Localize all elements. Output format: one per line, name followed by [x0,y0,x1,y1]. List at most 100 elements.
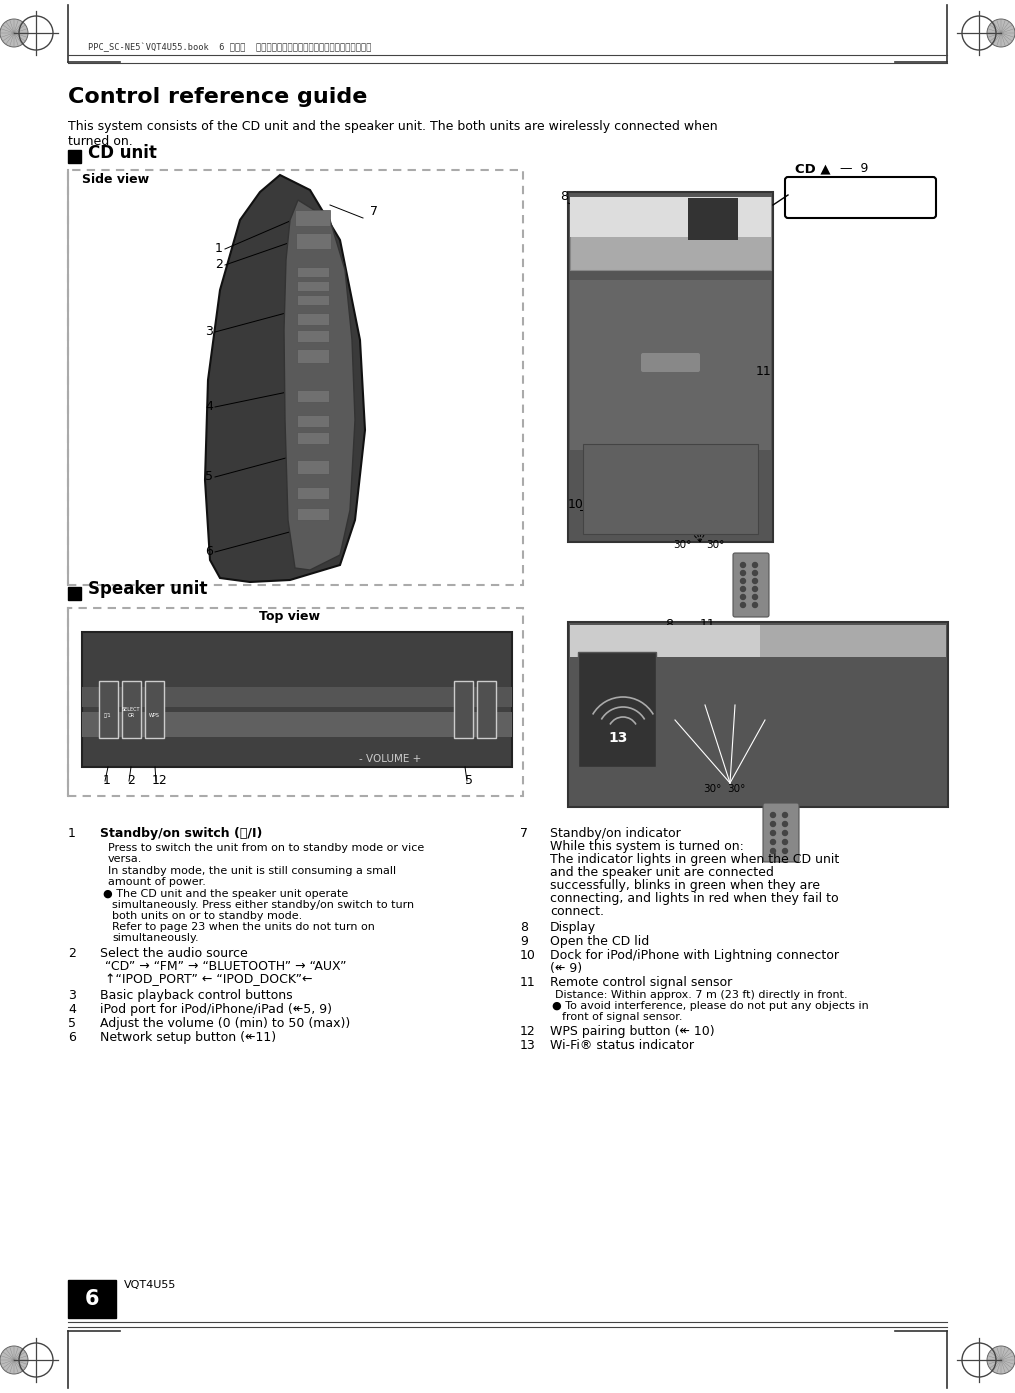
Text: Basic playback control buttons: Basic playback control buttons [100,989,292,1002]
Circle shape [770,812,775,818]
Text: connecting, and lights in red when they fail to: connecting, and lights in red when they … [550,892,838,905]
Polygon shape [205,176,365,582]
Text: 12: 12 [520,1025,536,1038]
Text: Control reference guide: Control reference guide [68,86,367,107]
Circle shape [741,563,745,567]
Text: Standby/on indicator: Standby/on indicator [550,827,681,840]
Text: 6: 6 [205,545,213,559]
Text: 11: 11 [756,365,771,378]
Circle shape [752,595,757,599]
FancyBboxPatch shape [578,652,656,768]
Text: Refer to page 23 when the units do not turn on: Refer to page 23 when the units do not t… [112,922,375,932]
Text: While this system is turned on:: While this system is turned on: [550,840,744,853]
Text: 13: 13 [608,731,627,745]
Bar [297,350,329,364]
Text: Distance: Within approx. 7 m (23 ft) directly in front.: Distance: Within approx. 7 m (23 ft) dir… [555,990,848,1000]
Text: and the speaker unit are connected: and the speaker unit are connected [550,866,773,879]
Text: 7: 7 [520,827,528,840]
Bar [297,390,329,403]
Text: amount of power.: amount of power. [108,878,206,887]
Circle shape [783,830,788,836]
FancyBboxPatch shape [570,625,760,657]
Text: 1: 1 [215,242,223,255]
Text: 8: 8 [560,189,568,203]
Text: 3: 3 [205,325,213,338]
FancyBboxPatch shape [570,196,771,270]
Text: Wi-Fi® status indicator: Wi-Fi® status indicator [550,1039,694,1052]
Text: 30°: 30° [706,540,725,550]
Text: 11: 11 [520,976,536,989]
Text: 5: 5 [205,469,213,483]
Circle shape [783,812,788,818]
Text: 5: 5 [68,1017,76,1029]
Text: PPC_SC-NE5`VQT4U55.book  6 ページ  ２０１３年１月１７日　木曜日　午前１１時７分: PPC_SC-NE5`VQT4U55.book 6 ページ ２０１３年１月１７日… [88,43,371,52]
Bar [297,432,329,444]
Text: 6: 6 [84,1289,99,1309]
Text: Top view: Top view [260,610,321,623]
FancyBboxPatch shape [99,681,118,738]
Text: 2: 2 [127,775,135,787]
Circle shape [752,603,757,607]
Text: Dock for iPod/iPhone with Lightning connector: Dock for iPod/iPhone with Lightning conn… [550,949,839,963]
Text: - VOLUME +: - VOLUME + [359,754,421,763]
FancyBboxPatch shape [785,177,936,217]
Text: 2: 2 [68,947,76,960]
Text: VQT4U55: VQT4U55 [124,1280,177,1290]
Text: Speaker unit: Speaker unit [88,579,207,598]
Text: 11: 11 [700,618,716,631]
Text: Select the audio source: Select the audio source [100,947,248,960]
Circle shape [783,822,788,826]
Text: —  9: — 9 [840,162,869,176]
Bar [297,508,329,520]
Text: This system consists of the CD unit and the speaker unit. The both units are wir: This system consists of the CD unit and … [68,120,718,132]
Text: Side view: Side view [82,173,149,187]
Text: connect.: connect. [550,905,604,918]
Text: ● The CD unit and the speaker unit operate: ● The CD unit and the speaker unit opera… [103,889,348,898]
Text: 30°: 30° [673,540,691,550]
FancyBboxPatch shape [763,802,799,862]
FancyBboxPatch shape [641,352,700,372]
Text: 3: 3 [68,989,76,1002]
Text: SELECT
OR: SELECT OR [122,708,140,717]
Text: 6: 6 [68,1031,76,1043]
FancyBboxPatch shape [570,196,771,237]
FancyBboxPatch shape [688,198,738,240]
Text: Open the CD lid: Open the CD lid [550,935,650,949]
Circle shape [987,20,1015,47]
Circle shape [752,586,757,592]
Text: 8: 8 [665,618,673,631]
Circle shape [741,595,745,599]
Text: In standby mode, the unit is still consuming a small: In standby mode, the unit is still consu… [108,866,396,876]
Bar [297,460,329,474]
Circle shape [0,1346,28,1373]
Circle shape [987,1346,1015,1373]
FancyBboxPatch shape [82,632,512,768]
Polygon shape [284,201,355,570]
Text: 13: 13 [520,1039,536,1052]
Text: 10: 10 [568,499,584,511]
Circle shape [783,848,788,854]
Bar [68,1280,116,1318]
Circle shape [752,571,757,575]
Text: 10: 10 [520,949,536,963]
Text: WPS: WPS [148,713,159,717]
Text: 4: 4 [205,400,213,412]
Circle shape [741,586,745,592]
Bar [68,150,81,163]
Bar [297,281,329,291]
Text: iPod port for iPod/iPhone/iPad (↞5, 9): iPod port for iPod/iPhone/iPad (↞5, 9) [100,1003,332,1015]
Bar [297,488,329,499]
Text: 8: 8 [520,921,528,933]
FancyBboxPatch shape [570,625,946,657]
FancyBboxPatch shape [122,681,141,738]
FancyBboxPatch shape [82,712,512,737]
Text: 4: 4 [68,1003,76,1015]
Text: 5: 5 [465,775,473,787]
Text: Standby/on switch (ⓘ/I): Standby/on switch (ⓘ/I) [100,827,262,840]
Text: 9: 9 [520,935,528,949]
Text: 30°: 30° [703,784,722,794]
Bar [297,295,329,305]
Circle shape [752,563,757,567]
Circle shape [770,822,775,826]
Circle shape [752,578,757,584]
